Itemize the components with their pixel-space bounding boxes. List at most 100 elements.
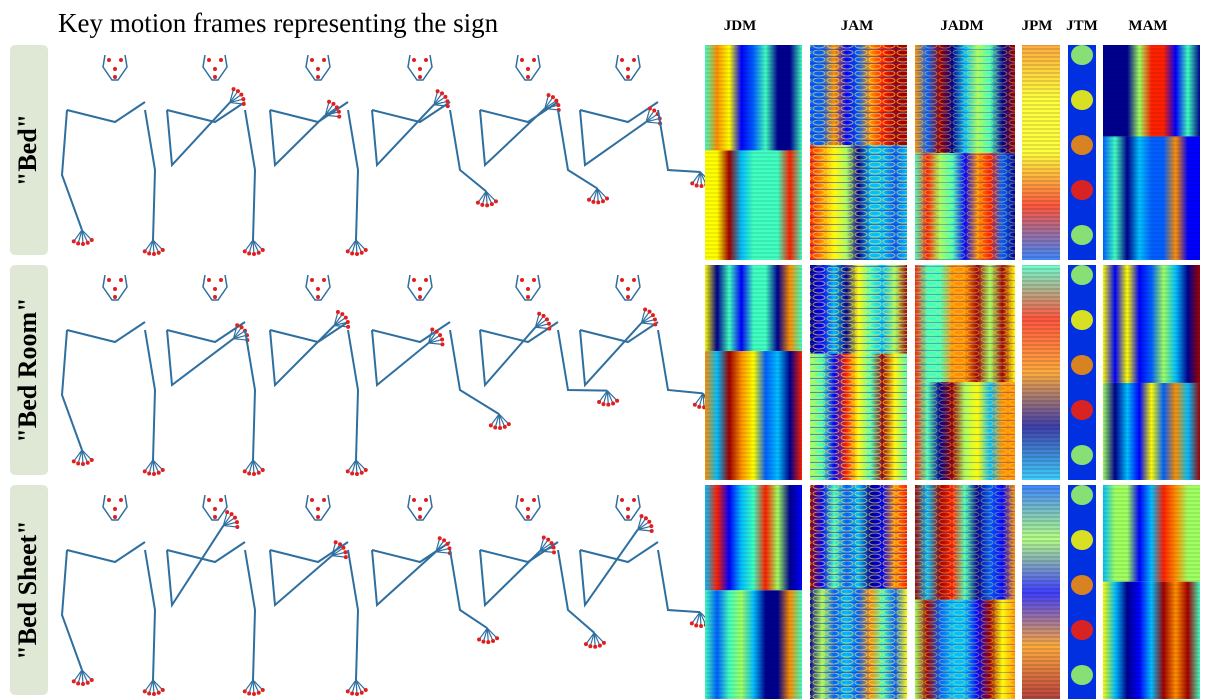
joint <box>695 184 699 188</box>
joint <box>233 516 237 520</box>
joint <box>247 691 251 695</box>
heatmap-texture <box>810 45 907 260</box>
joint <box>243 249 247 253</box>
joint <box>107 498 111 502</box>
joint <box>532 278 536 282</box>
joint <box>247 471 251 475</box>
joint <box>412 278 416 282</box>
joint <box>72 459 76 463</box>
joint <box>252 472 256 476</box>
joint <box>152 252 156 256</box>
joint <box>418 67 422 71</box>
joint <box>213 75 217 79</box>
joint <box>322 58 326 62</box>
joint <box>495 636 499 640</box>
joint <box>648 310 652 314</box>
joint <box>261 468 265 472</box>
left-arm <box>480 109 545 165</box>
joint <box>346 469 350 473</box>
skeleton <box>167 495 265 696</box>
right-arm <box>558 110 597 188</box>
joint <box>331 102 335 106</box>
joint <box>520 58 524 62</box>
joint <box>598 644 602 648</box>
skeleton <box>580 275 715 409</box>
row-label: "Bed Sheet" <box>13 520 42 659</box>
joint <box>322 498 326 502</box>
finger <box>233 339 247 340</box>
joint <box>552 550 556 554</box>
joint <box>697 405 701 409</box>
heatmap-blob <box>1071 225 1093 245</box>
joint <box>232 87 236 91</box>
joint <box>690 621 694 625</box>
joint <box>445 542 449 546</box>
joint <box>86 461 90 465</box>
row-label: "Bed Room" <box>13 297 42 442</box>
finger <box>153 460 163 470</box>
joint <box>591 200 595 204</box>
joint <box>310 58 314 62</box>
heatmap-blob <box>1071 90 1093 110</box>
joint <box>620 278 624 282</box>
heatmap-blob <box>1071 620 1093 640</box>
joint <box>436 89 440 93</box>
joint <box>651 313 655 317</box>
heatmap-blob <box>1071 265 1093 285</box>
joint <box>113 295 117 299</box>
joint <box>257 691 261 695</box>
joint <box>554 99 558 103</box>
joint <box>213 287 217 291</box>
joint <box>605 196 609 200</box>
joint <box>493 426 497 430</box>
finger <box>356 240 366 250</box>
right-arm <box>658 330 703 393</box>
joint <box>694 624 698 628</box>
joint <box>355 472 359 476</box>
joint <box>161 248 165 252</box>
joint <box>424 278 428 282</box>
joint <box>537 312 541 316</box>
heatmap-texture <box>705 45 802 260</box>
joint <box>346 689 350 693</box>
joint <box>486 640 490 644</box>
joint <box>626 67 630 71</box>
skeleton <box>580 55 712 188</box>
finger <box>436 552 450 553</box>
joint <box>157 471 161 475</box>
joint <box>147 471 151 475</box>
joint <box>632 278 636 282</box>
joint <box>257 471 261 475</box>
skeleton <box>167 55 265 256</box>
joint <box>316 75 320 79</box>
heatmap-blob <box>1071 45 1093 65</box>
joint <box>322 278 326 282</box>
column-header: JADM <box>940 18 983 34</box>
right-arm <box>145 110 155 240</box>
finger <box>486 191 496 201</box>
joint <box>526 515 530 519</box>
joint <box>440 342 444 346</box>
joint <box>219 278 223 282</box>
skeleton <box>167 275 265 476</box>
joint <box>644 516 648 520</box>
joint <box>477 638 481 642</box>
joint <box>161 688 165 692</box>
joint <box>143 469 147 473</box>
heatmap-blob <box>1071 355 1093 375</box>
joint <box>343 550 347 554</box>
joint <box>364 248 368 252</box>
finger <box>253 460 263 470</box>
heatmap-blob <box>1071 575 1093 595</box>
finger <box>499 414 509 424</box>
joint <box>438 333 442 337</box>
joint <box>653 322 657 326</box>
joint <box>520 498 524 502</box>
finger <box>429 343 443 344</box>
joint <box>219 58 223 62</box>
finger <box>253 680 263 690</box>
column-header: JAM <box>841 18 874 34</box>
joint <box>647 520 651 524</box>
joint <box>547 322 551 326</box>
joint <box>547 93 551 97</box>
